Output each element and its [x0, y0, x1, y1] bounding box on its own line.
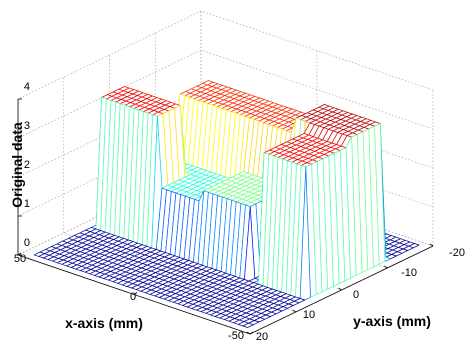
x-tick-label: 50 [14, 253, 26, 265]
surface-cell [242, 322, 254, 328]
y-tick-label: 10 [303, 309, 315, 321]
z-axis-ticks: 0 1 2 3 4 [24, 81, 30, 249]
x-tick-label: 0 [130, 291, 136, 303]
z-tick-label: 0 [24, 237, 30, 249]
grid-line [200, 10, 434, 91]
surface [33, 80, 420, 328]
z-axis-label: Original data [9, 122, 25, 208]
x-tick-mark [133, 292, 138, 295]
y-tick-mark [429, 243, 434, 247]
y-tick-label: -20 [449, 247, 465, 259]
z-tick-label: 4 [24, 81, 30, 93]
z-tick-label: 3 [24, 120, 30, 132]
x-axis-label: x-axis (mm) [65, 315, 143, 331]
x-tick-mark [17, 252, 22, 256]
axes-box [17, 98, 434, 335]
y-tick-mark [338, 287, 342, 291]
y-tick-mark [246, 331, 251, 335]
y-axis-ticks: -20 -10 0 10 20 [256, 247, 465, 343]
z-tick-label: 2 [24, 159, 30, 171]
x-tick-mark [249, 331, 254, 335]
y-tick-label: 20 [256, 331, 268, 343]
y-tick-label: 0 [353, 289, 359, 301]
x-axis-ticks: 50 0 -50 [14, 253, 244, 342]
y-tick-label: -10 [401, 267, 417, 279]
y-tick-mark [384, 265, 388, 269]
y-axis-label: y-axis (mm) [353, 313, 431, 329]
grid-line [17, 10, 202, 100]
y-tick-mark [292, 309, 296, 313]
x-tick-label: -50 [228, 330, 244, 342]
z-tick-label: 1 [24, 198, 30, 210]
